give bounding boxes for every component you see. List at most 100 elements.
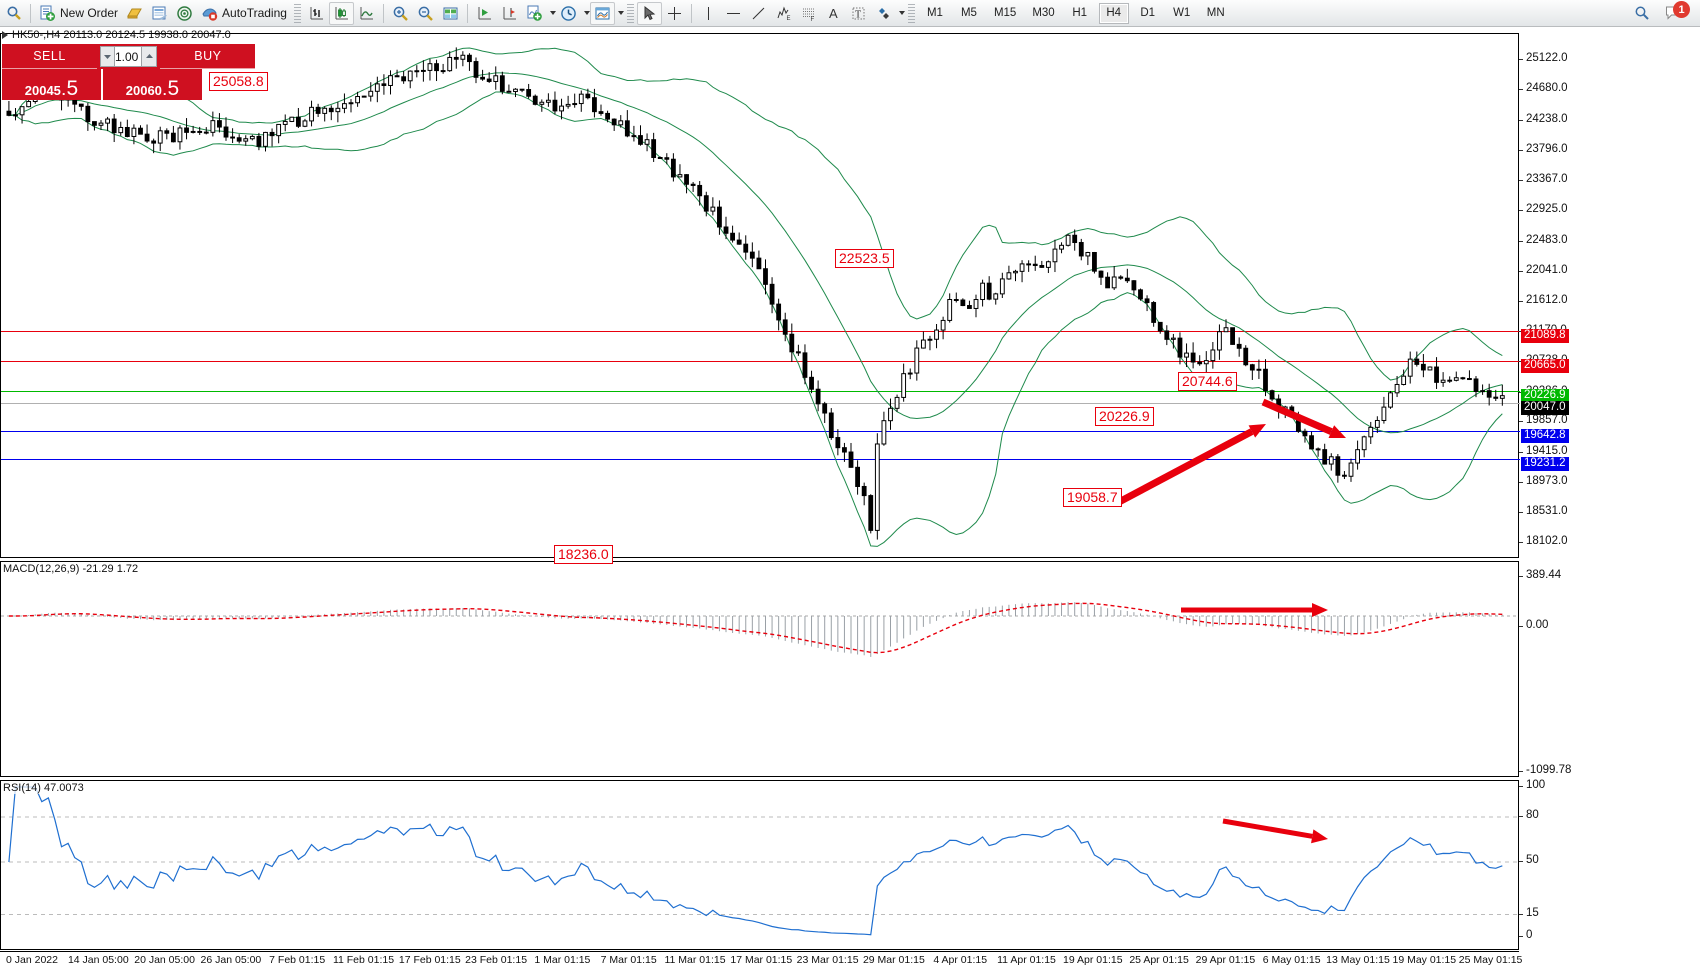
candle-body	[763, 268, 768, 285]
text-label-icon[interactable]: T	[846, 2, 871, 25]
candle-body	[592, 97, 597, 113]
price-annotation-tag[interactable]: 25058.8	[209, 72, 268, 91]
rsi-pane[interactable]: RSI(14) 47.0073	[0, 780, 1519, 950]
candle-body	[684, 174, 689, 185]
timeframe-h4[interactable]: H4	[1098, 2, 1129, 24]
shapes-icon[interactable]	[871, 2, 896, 25]
toolbar-grip[interactable]	[907, 3, 915, 23]
text-icon[interactable]: A	[821, 2, 846, 25]
price-level-line[interactable]	[1, 403, 1520, 405]
rsi-y-axis[interactable]: 100 80 50 15 0	[1519, 779, 1700, 950]
spin-down-icon[interactable]	[101, 47, 114, 66]
price-level-line[interactable]	[1, 459, 1520, 461]
volume-stepper[interactable]: 1.00	[97, 44, 161, 69]
price-level-label[interactable]: 21089.8	[1521, 329, 1569, 344]
search-icon[interactable]	[2, 2, 26, 25]
timeframe-m5[interactable]: M5	[960, 7, 977, 19]
buy-button[interactable]: BUY	[160, 44, 256, 69]
trendline-icon[interactable]	[746, 2, 771, 25]
candle-body	[1407, 358, 1413, 377]
symbol-info-text: HK50-,H4 20113.0 20124.5 19938.0 20047.0	[12, 29, 231, 41]
tile-windows-icon[interactable]	[438, 2, 463, 25]
data-window-icon[interactable]	[172, 2, 197, 25]
price-pane[interactable]: 25058.8 22523.5 18236.0 20226.9 20744.6 19058…	[0, 33, 1520, 564]
price-level-line[interactable]	[1, 430, 1520, 432]
price-annotation-tag[interactable]: 20744.6	[1178, 372, 1237, 391]
sell-price[interactable]: 20045 . 5	[2, 69, 103, 100]
candle-body	[493, 75, 499, 82]
toolbar-grip[interactable]	[293, 3, 301, 23]
templates-icon[interactable]	[589, 1, 615, 25]
period-icon[interactable]	[556, 2, 581, 25]
candle-body	[1026, 263, 1032, 266]
macd-y-axis[interactable]: 389.44 0.00 -1099.78	[1519, 561, 1700, 777]
scroll-to-end-icon[interactable]	[472, 2, 497, 25]
new-order-button[interactable]: New Order	[35, 2, 122, 25]
bollinger-middle-band	[8, 72, 1503, 434]
macd-chart-canvas	[1, 602, 1518, 657]
timeframe-w1[interactable]: W1	[1173, 7, 1191, 19]
candle-body	[1013, 270, 1018, 274]
candle-body	[1499, 395, 1505, 399]
price-level-line[interactable]	[1, 360, 1520, 362]
line-chart-icon[interactable]	[354, 2, 379, 25]
candlestick-icon[interactable]	[328, 1, 354, 25]
price-axis-tick: 22925.0	[1519, 203, 1568, 215]
price-y-axis[interactable]: 25122.0 24680.0 24238.0 23796.0 23367.0 22925…	[1519, 33, 1700, 558]
notifications-icon[interactable]: 1	[1660, 1, 1694, 25]
price-annotation-tag[interactable]: 22523.5	[835, 249, 894, 268]
horizontal-line-icon[interactable]	[721, 2, 746, 25]
price-annotation-tag[interactable]: 19058.7	[1063, 488, 1122, 507]
magnifier-icon[interactable]	[1630, 2, 1654, 25]
candle-body	[532, 95, 538, 105]
zoom-in-icon[interactable]	[388, 2, 413, 25]
volume-spinner-up[interactable]	[142, 46, 158, 67]
price-level-line[interactable]	[1, 390, 1520, 392]
sell-button[interactable]: SELL	[2, 44, 97, 69]
candle-body	[1493, 396, 1499, 399]
zoom-out-icon[interactable]	[413, 2, 438, 25]
price-annotation-tag[interactable]: 20226.9	[1095, 407, 1154, 426]
volume-spinner[interactable]	[100, 46, 115, 67]
candle-body	[907, 372, 913, 375]
timeframe-m15[interactable]: M15	[993, 7, 1017, 19]
price-level-label[interactable]: 19642.8	[1521, 428, 1569, 443]
volume-input[interactable]: 1.00	[115, 46, 143, 67]
chevron-down-icon[interactable]	[617, 11, 624, 15]
timeframe-m1[interactable]: M1	[926, 7, 943, 19]
candle-body	[1269, 390, 1275, 400]
price-level-label[interactable]: 20047.0	[1521, 401, 1569, 416]
chart-shift-icon[interactable]	[497, 2, 522, 25]
candle-body	[940, 319, 946, 331]
fibonacci-icon[interactable]: F	[796, 2, 821, 25]
buy-price[interactable]: 20060 . 5	[103, 69, 202, 100]
one-click-trading-panel[interactable]: SELL 1.00 BUY 20045 . 5	[2, 44, 256, 100]
price-level-label[interactable]: 20226.9	[1521, 388, 1569, 403]
elliott-wave-icon[interactable]: E	[771, 2, 796, 25]
market-watch-icon[interactable]	[147, 2, 172, 25]
price-level-label[interactable]: 20665.0	[1521, 358, 1569, 373]
timeframe-h1[interactable]: H1	[1072, 7, 1088, 19]
price-level-label[interactable]: 19231.2	[1521, 457, 1569, 472]
vertical-line-icon[interactable]	[696, 2, 721, 25]
timeframe-mn[interactable]: MN	[1206, 7, 1225, 19]
chevron-down-icon[interactable]	[549, 11, 556, 15]
profiles-icon[interactable]	[122, 2, 147, 25]
price-annotation-tag[interactable]: 18236.0	[554, 545, 613, 564]
candle-body	[1342, 474, 1347, 477]
macd-pane[interactable]: MACD(12,26,9) -21.29 1.72	[0, 561, 1519, 777]
time-axis[interactable]: 0 Jan 2022 14 Jan 05:00 20 Jan 05:00 26 Jan…	[0, 951, 1522, 971]
cursor-icon[interactable]	[636, 1, 662, 25]
spin-up-icon[interactable]	[142, 47, 156, 66]
chevron-down-icon[interactable]	[583, 11, 590, 15]
autotrading-button[interactable]: AutoTrading	[197, 2, 291, 25]
toolbar-grip[interactable]	[626, 3, 634, 23]
crosshair-icon[interactable]	[662, 2, 687, 25]
timeframe-m30[interactable]: M30	[1032, 7, 1055, 19]
chevron-down-icon[interactable]	[898, 11, 905, 15]
add-indicator-icon[interactable]	[522, 2, 547, 25]
chart-collapse-icon[interactable]	[2, 31, 8, 39]
bar-chart-icon[interactable]	[304, 2, 329, 25]
price-level-line[interactable]	[1, 331, 1520, 333]
timeframe-d1[interactable]: D1	[1140, 7, 1156, 19]
